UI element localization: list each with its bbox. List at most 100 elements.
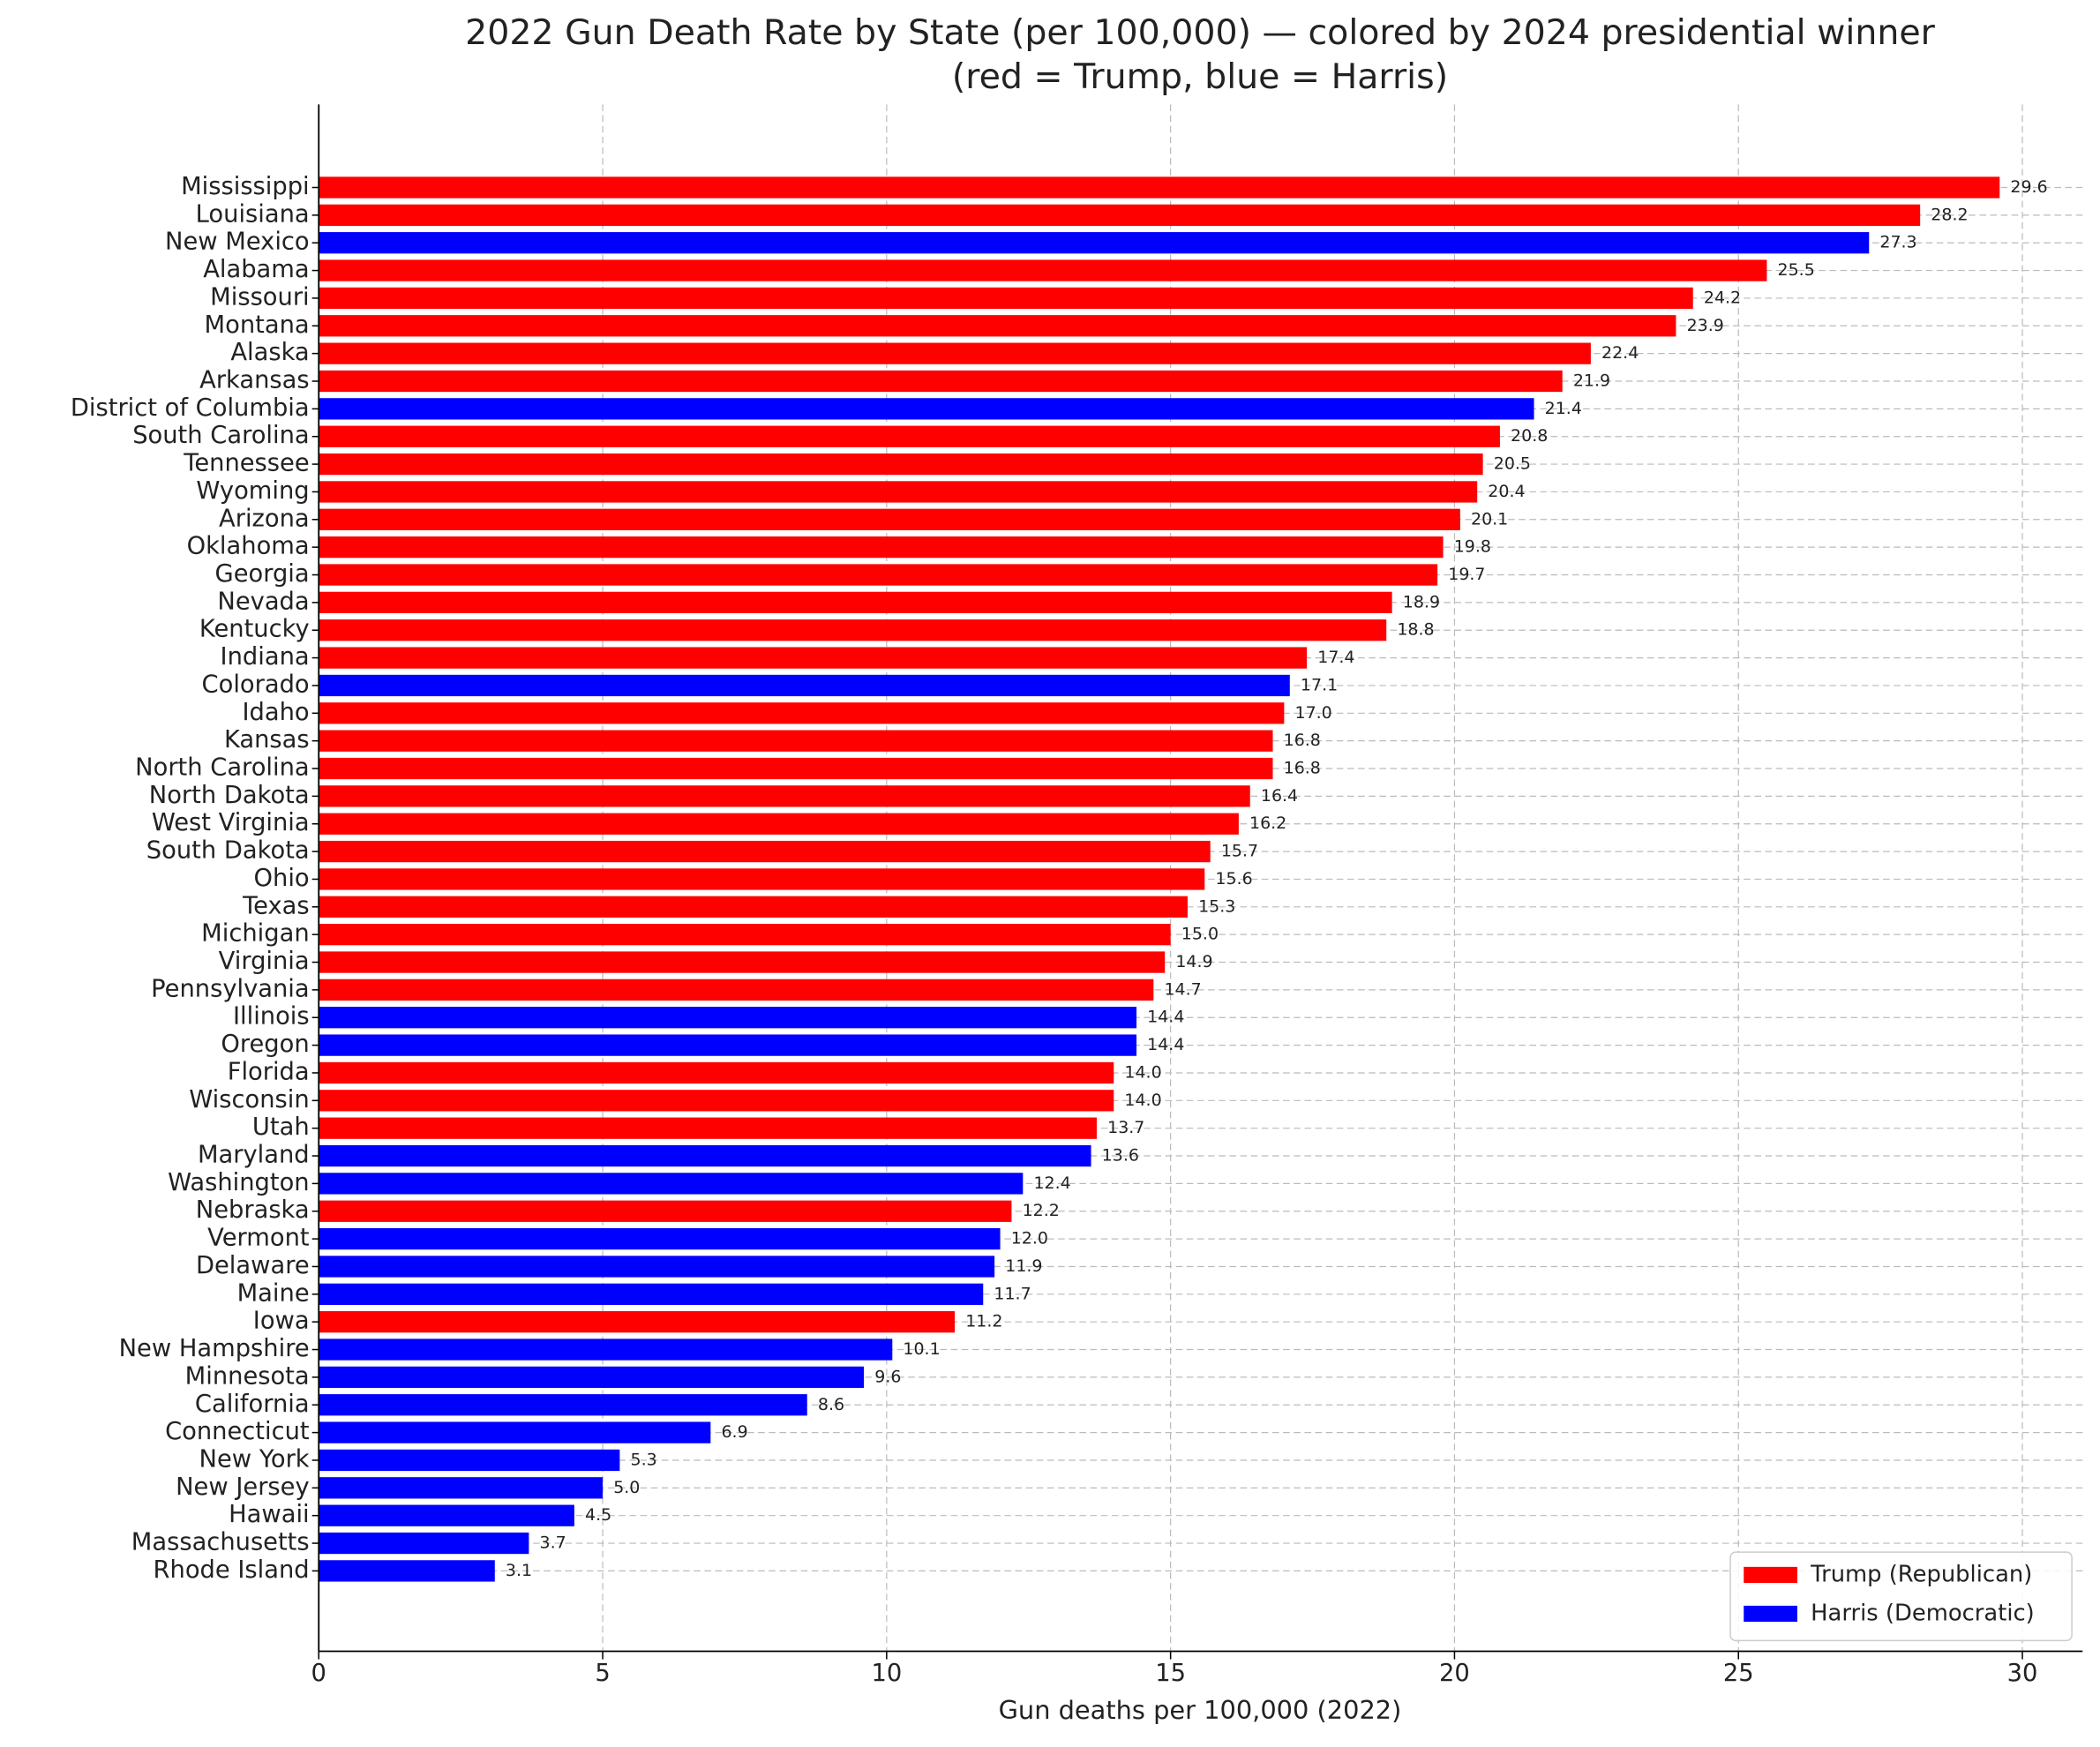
bar <box>319 1227 1001 1250</box>
value-label: 15.0 <box>1181 925 1219 944</box>
bar <box>319 1449 620 1472</box>
y-tick-label: Pennsylvania <box>151 975 309 1002</box>
y-tick-label: Alaska <box>230 339 309 366</box>
value-label: 12.0 <box>1011 1229 1048 1248</box>
chart-title: 2022 Gun Death Rate by State (per 100,00… <box>465 12 1936 53</box>
y-tick-label: Tennessee <box>183 450 309 477</box>
y-tick-label: Virginia <box>219 948 310 975</box>
y-tick-label: Louisiana <box>196 200 310 228</box>
value-label: 14.4 <box>1147 1035 1184 1054</box>
bar <box>319 1034 1137 1056</box>
y-tick-label: Delaware <box>196 1252 310 1279</box>
bar <box>319 702 1285 724</box>
y-tick-label: Washington <box>168 1169 310 1196</box>
value-label: 28.2 <box>1931 205 1968 224</box>
value-label: 10.1 <box>903 1339 940 1359</box>
bar <box>319 757 1273 780</box>
y-tick-label: Kansas <box>224 726 310 754</box>
legend-box <box>1729 1551 2073 1642</box>
bar <box>319 287 1693 310</box>
bar <box>319 1200 1012 1222</box>
x-tick-label: 15 <box>1155 1660 1186 1687</box>
value-label: 16.8 <box>1284 731 1321 750</box>
x-axis-label: Gun deaths per 100,000 (2022) <box>999 1695 1402 1725</box>
value-label: 8.6 <box>818 1395 844 1414</box>
y-tick-label: Florida <box>228 1058 310 1085</box>
bar <box>319 619 1387 641</box>
y-tick-label: Maine <box>237 1279 310 1307</box>
y-tick-label: New Jersey <box>176 1473 310 1501</box>
value-label: 20.4 <box>1488 482 1525 501</box>
y-tick-label: Massachusetts <box>131 1529 310 1556</box>
bar <box>319 1256 995 1278</box>
value-label: 3.1 <box>506 1561 532 1580</box>
y-tick-label: Indiana <box>221 643 310 671</box>
y-tick-label: Colorado <box>202 671 310 698</box>
value-label: 12.2 <box>1023 1201 1060 1220</box>
value-label: 25.5 <box>1778 260 1815 280</box>
bar <box>319 951 1166 973</box>
bar <box>319 840 1211 863</box>
legend-swatch <box>1744 1605 1797 1623</box>
y-tick-label: Nevada <box>217 588 309 615</box>
bar <box>319 813 1239 835</box>
bar <box>319 370 1563 393</box>
y-tick-label: Oklahoma <box>187 533 310 560</box>
value-label: 14.9 <box>1175 952 1212 971</box>
bar <box>319 1090 1114 1112</box>
bar <box>319 785 1250 807</box>
x-tick-label: 0 <box>311 1660 326 1687</box>
x-tick-label: 10 <box>871 1660 902 1687</box>
bar <box>319 564 1438 586</box>
bar <box>319 342 1591 364</box>
bar <box>319 259 1767 281</box>
value-label: 21.4 <box>1545 399 1582 418</box>
bar <box>319 1007 1137 1029</box>
y-tick-label: Ohio <box>254 865 310 892</box>
value-label: 24.2 <box>1704 288 1741 307</box>
y-tick-label: Alabama <box>203 256 309 283</box>
value-label: 13.6 <box>1102 1146 1139 1166</box>
value-label: 20.8 <box>1511 426 1548 446</box>
value-label: 16.8 <box>1284 759 1321 778</box>
legend-swatch <box>1744 1566 1797 1584</box>
bar <box>319 176 2000 199</box>
y-tick-label: New Mexico <box>165 229 310 256</box>
y-tick-label: North Dakota <box>149 782 310 809</box>
y-tick-label: Arizona <box>219 505 310 532</box>
bar <box>319 1394 807 1416</box>
bar <box>319 1366 865 1389</box>
y-tick-label: New Hampshire <box>119 1335 310 1362</box>
value-label: 5.3 <box>631 1450 657 1469</box>
y-tick-label: Hawaii <box>229 1501 310 1528</box>
bar <box>319 508 1460 530</box>
bar <box>319 730 1273 752</box>
bar <box>319 204 1921 226</box>
bar <box>319 398 1534 420</box>
y-tick-label: Nebraska <box>196 1196 310 1224</box>
value-label: 16.4 <box>1261 786 1298 806</box>
value-label: 17.0 <box>1295 703 1332 723</box>
y-tick-label: Minnesota <box>185 1362 310 1390</box>
bar <box>319 1061 1114 1084</box>
y-tick-label: Utah <box>252 1113 310 1141</box>
y-tick-label: Mississippi <box>181 173 310 200</box>
bar <box>319 647 1308 669</box>
y-tick-label: Michigan <box>201 920 309 948</box>
value-label: 19.7 <box>1448 565 1485 584</box>
y-tick-label: Montana <box>205 311 310 339</box>
value-label: 17.4 <box>1317 648 1354 667</box>
value-label: 11.9 <box>1005 1256 1042 1276</box>
value-label: 16.2 <box>1249 814 1286 833</box>
bar <box>319 924 1171 946</box>
value-label: 14.0 <box>1124 1062 1161 1082</box>
bar <box>319 481 1478 503</box>
bar <box>319 425 1500 447</box>
chart-subtitle: (red = Trump, blue = Harris) <box>952 56 1448 97</box>
value-label: 11.7 <box>994 1284 1031 1303</box>
bar <box>319 978 1154 1001</box>
bar <box>319 232 1870 254</box>
bar <box>319 1477 604 1499</box>
bar <box>319 1532 529 1555</box>
